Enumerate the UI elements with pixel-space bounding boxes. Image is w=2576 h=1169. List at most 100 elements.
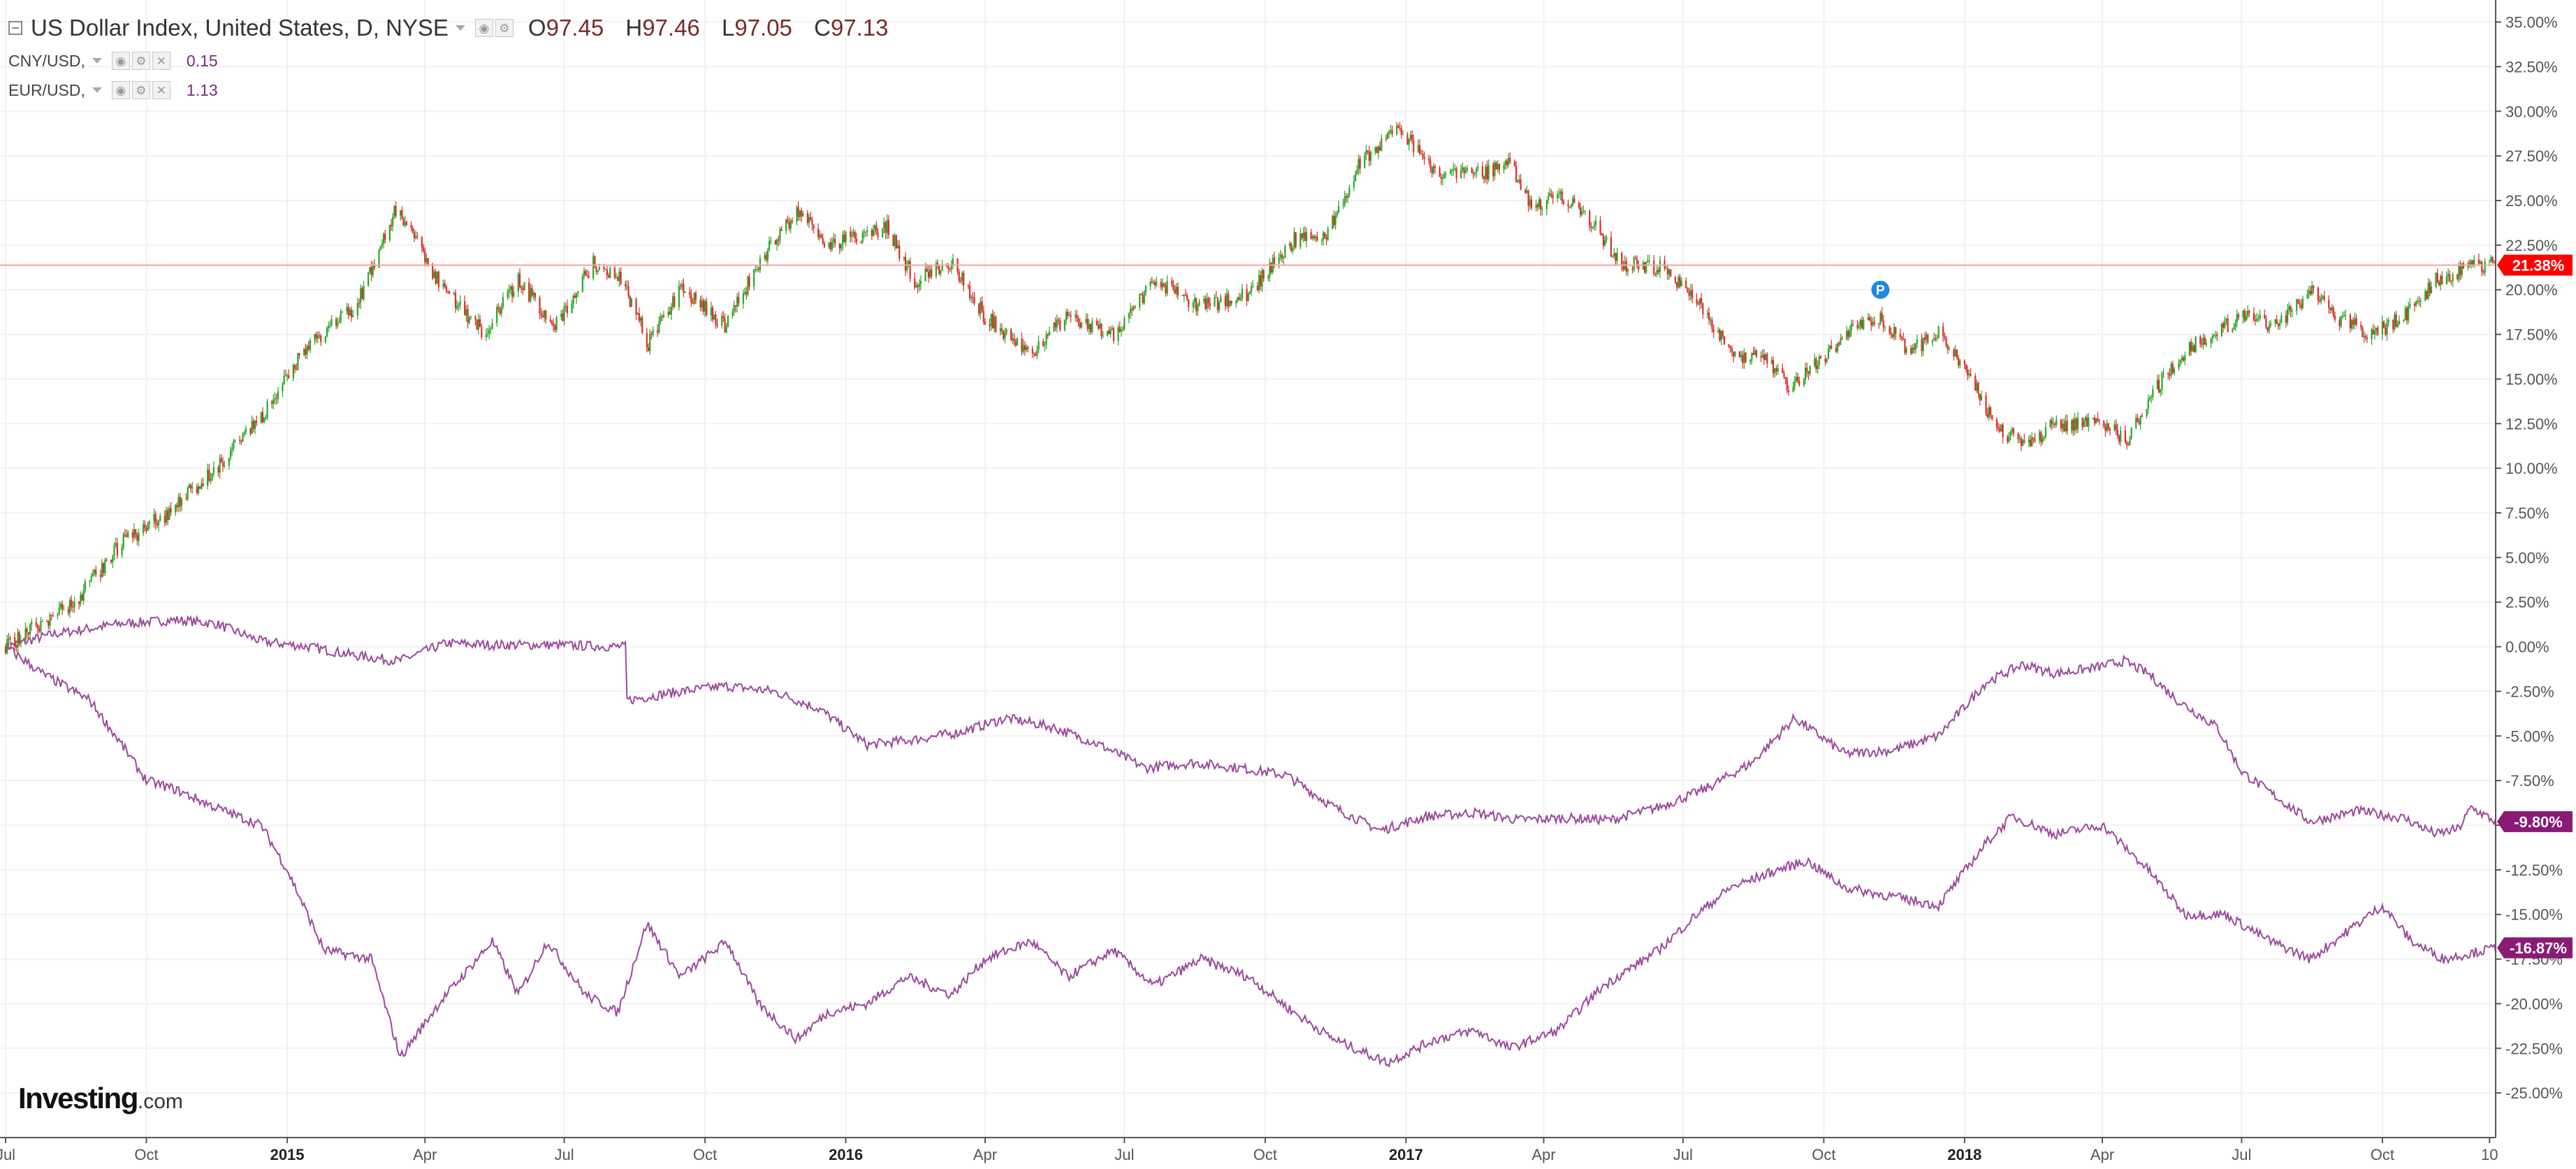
candle (768, 236, 771, 252)
candle-body (936, 263, 939, 266)
candle (2308, 285, 2310, 298)
candle-body (147, 523, 149, 531)
candle (1346, 193, 1349, 203)
candle-body (1504, 161, 1506, 166)
candle-body (413, 232, 415, 238)
candle (618, 268, 620, 287)
eye-icon[interactable]: ◉ (474, 19, 493, 37)
candle (2276, 315, 2278, 324)
candle-body (1417, 145, 1419, 152)
candle-body (481, 326, 483, 337)
collapse-icon[interactable] (8, 21, 22, 35)
candle-body (378, 250, 380, 268)
candle (1042, 338, 1045, 347)
chevron-down-icon[interactable] (455, 25, 465, 31)
candle-body (508, 289, 510, 293)
candle (1706, 309, 1708, 319)
candle-body (747, 276, 749, 295)
candle-body (1985, 395, 1987, 414)
candle (540, 307, 542, 319)
candle (84, 579, 87, 594)
eye-icon[interactable]: ◉ (111, 81, 130, 99)
candle-body (2205, 343, 2208, 345)
candle-body (1835, 348, 1837, 352)
candle (2248, 310, 2250, 317)
candle-body (2449, 274, 2451, 282)
candle-body (2181, 357, 2183, 361)
candle (906, 260, 908, 273)
chevron-down-icon[interactable] (92, 87, 102, 93)
investing-logo[interactable]: Investing.com (18, 1082, 183, 1115)
candle (1774, 368, 1776, 378)
candle-body (1391, 130, 1393, 134)
candle (2404, 305, 2406, 321)
candle (1624, 255, 1626, 271)
candle-body (2256, 319, 2258, 321)
candle-body (917, 285, 919, 287)
event-marker[interactable]: P (1871, 280, 1890, 299)
candle-body (1797, 377, 1799, 382)
candle-body (2113, 424, 2116, 431)
close-icon[interactable]: ✕ (152, 81, 170, 99)
gear-icon[interactable]: ⚙ (131, 81, 150, 99)
candle (970, 294, 973, 303)
candle-body (1356, 170, 1358, 175)
candle-body (681, 284, 683, 287)
candle (1711, 317, 1713, 333)
candle (221, 456, 224, 472)
candle-body (838, 243, 841, 249)
candle (1622, 260, 1624, 273)
candle (1656, 264, 1658, 277)
candle (2418, 296, 2420, 307)
candle (1870, 316, 1872, 331)
candle (1890, 327, 1892, 339)
candle-body (540, 313, 542, 316)
candle (1174, 284, 1176, 294)
candle-body (2406, 307, 2408, 321)
gear-icon[interactable]: ⚙ (131, 52, 150, 70)
candle (938, 264, 940, 276)
candle (147, 521, 149, 531)
candle-body (2297, 299, 2299, 303)
candle-body (1107, 331, 1109, 336)
candle-body (1100, 324, 1103, 337)
candle-body (1293, 232, 1295, 249)
candle-body (2301, 298, 2304, 308)
eye-icon[interactable]: ◉ (111, 52, 130, 70)
close-icon[interactable]: ✕ (152, 52, 170, 70)
candle (658, 316, 660, 334)
candle (18, 630, 20, 646)
candle-body (297, 353, 299, 370)
gear-icon[interactable]: ⚙ (495, 19, 514, 37)
candle (2406, 306, 2408, 325)
candle-body (1751, 353, 1753, 360)
x-tick-label: Oct (1812, 1146, 1835, 1163)
candle-body (1643, 262, 1646, 273)
candle (251, 415, 253, 435)
candle (1763, 349, 1766, 365)
candle (372, 261, 374, 278)
candle (774, 239, 776, 245)
candle-body (638, 313, 640, 321)
candle (1738, 350, 1740, 358)
candle (2216, 331, 2218, 341)
chevron-down-icon[interactable] (92, 58, 102, 64)
candle-body (1128, 312, 1130, 319)
candle (779, 226, 781, 245)
candle-body (432, 264, 434, 279)
candle (1889, 325, 1891, 335)
candle-body (1818, 356, 1820, 365)
candle-body (2450, 281, 2452, 282)
candle (2473, 255, 2475, 268)
candle (1968, 369, 1970, 379)
candle (2300, 298, 2302, 311)
candle (286, 373, 289, 382)
candle-body (2156, 379, 2158, 390)
candle-body (1022, 345, 1024, 352)
candle (324, 335, 326, 344)
comparison-value: 1.13 (186, 80, 218, 99)
candle (2242, 310, 2244, 324)
candle-body (168, 508, 170, 520)
candle-body (1428, 159, 1430, 161)
